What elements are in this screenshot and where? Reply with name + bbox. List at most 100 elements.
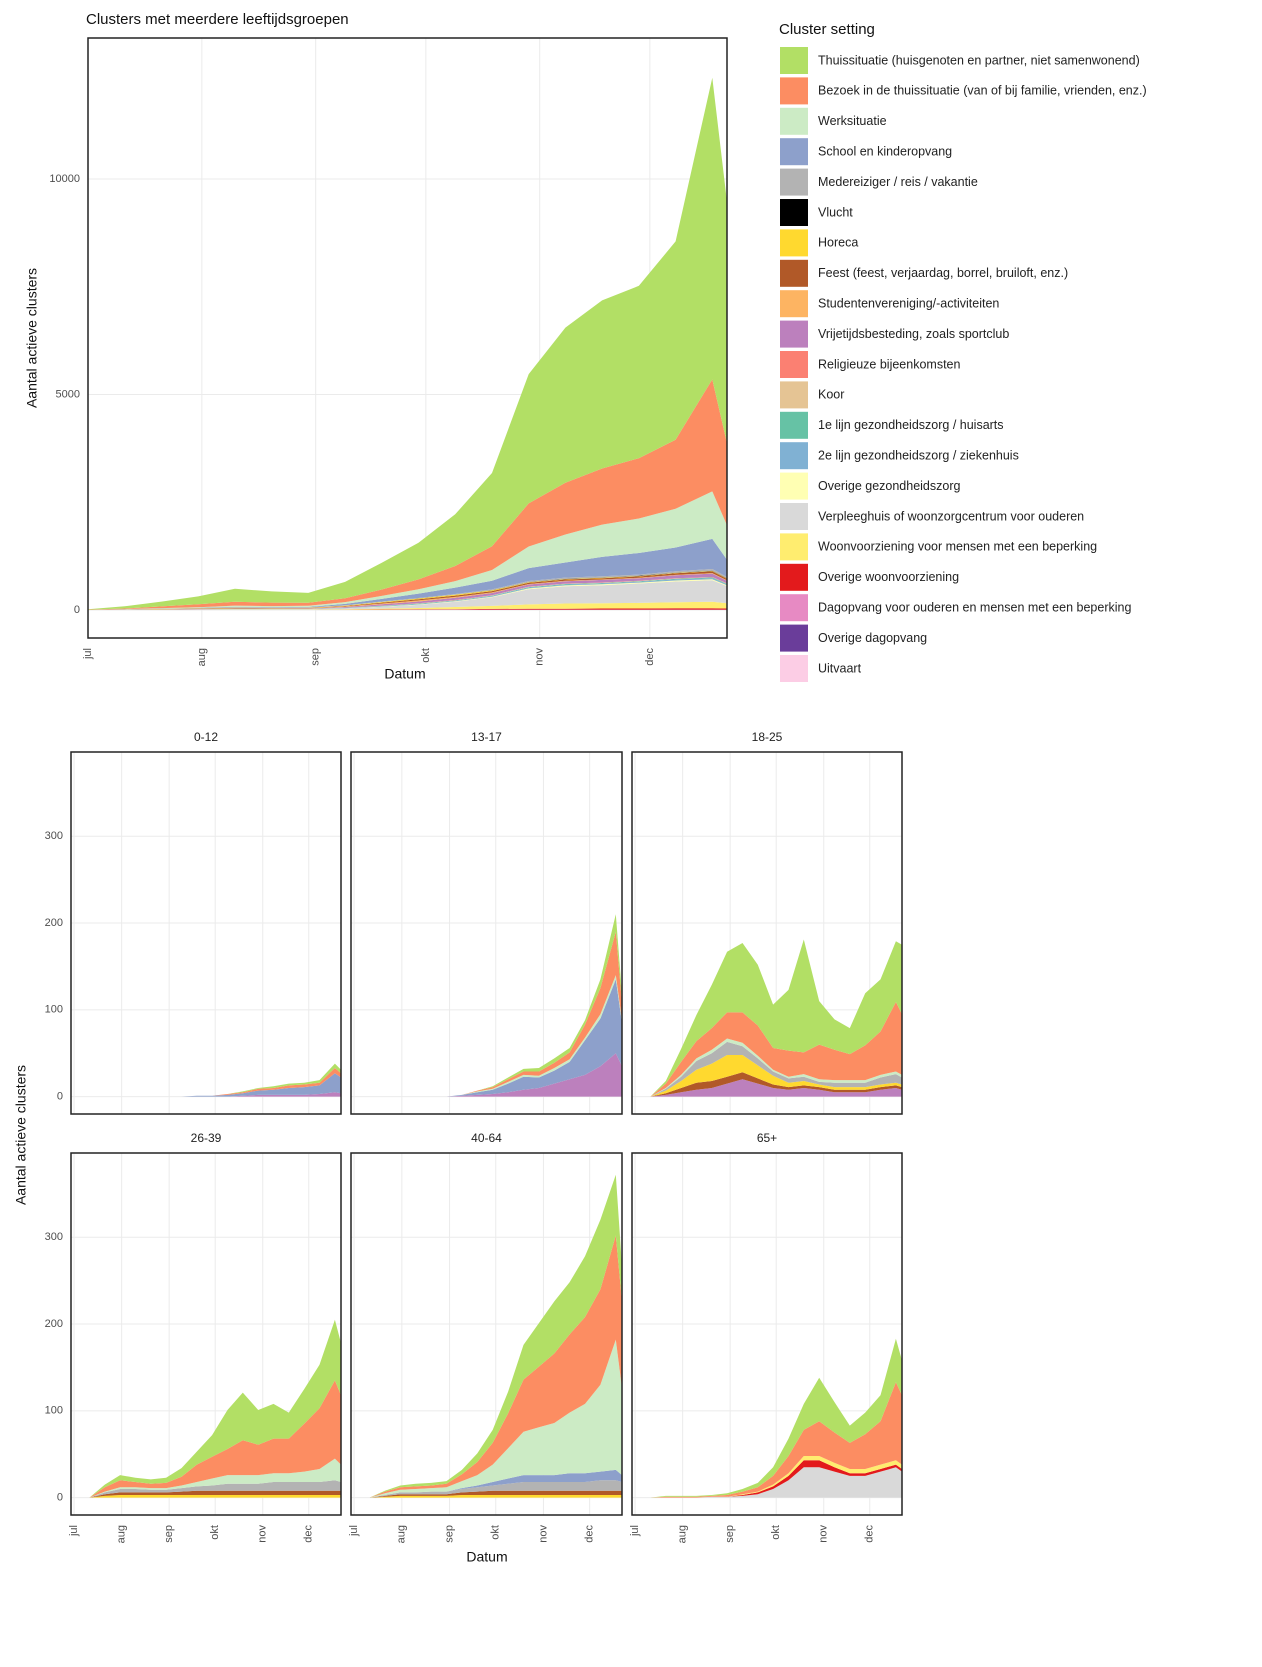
area-series (88, 601, 727, 610)
panel-title: 65+ (757, 1131, 777, 1145)
area-series (354, 1480, 622, 1498)
legend-swatch (780, 472, 808, 500)
legend-label: School en kinderopvang (818, 144, 952, 158)
legend-swatch (780, 229, 808, 257)
x-tick-label: sep (724, 1525, 736, 1543)
area-series (88, 573, 727, 610)
x-axis-label: Datum (466, 1549, 507, 1565)
panel-title: 26-39 (191, 1131, 222, 1145)
x-tick-label: jul (629, 1525, 641, 1537)
legend-swatch (780, 47, 808, 74)
panel-title: 0-12 (194, 730, 218, 744)
plot-frame (70, 1152, 342, 1516)
area-series (74, 1495, 341, 1498)
x-tick-label: dec (584, 1525, 596, 1543)
area-series (354, 1495, 622, 1498)
legend-label: Feest (feest, verjaardag, borrel, bruilo… (818, 266, 1068, 280)
area-series (354, 1235, 622, 1498)
plot-background (71, 752, 341, 1114)
y-tick-label: 300 (45, 830, 63, 842)
legend-title: Cluster setting (779, 21, 875, 38)
area-series (88, 580, 727, 610)
panel-title: 13-17 (471, 730, 502, 744)
legend-label: Thuissituatie (huisgenoten en partner, n… (818, 53, 1140, 67)
y-axis-label: Aantal actieve clusters (24, 268, 40, 408)
legend-swatch (780, 411, 808, 439)
legend-swatch (780, 138, 808, 166)
area-series (635, 1038, 902, 1097)
area-series (354, 1053, 622, 1097)
legend-swatch (780, 259, 808, 287)
x-tick-label: nov (818, 1525, 830, 1543)
legend-swatch (780, 563, 808, 591)
x-tick-label: jul (348, 1525, 360, 1537)
legend-label: 2e lijn gezondheidszorg / ziekenhuis (818, 448, 1019, 462)
x-tick-label: nov (537, 1525, 549, 1543)
x-tick-label: jul (68, 1525, 80, 1537)
y-tick-label: 200 (45, 917, 63, 929)
legend-swatch (780, 199, 808, 226)
legend-label: Uitvaart (818, 661, 862, 675)
legend-label: Dagopvang voor ouderen en mensen met een… (818, 600, 1131, 614)
plot-frame (350, 1152, 623, 1516)
x-tick-label: sep (310, 648, 322, 666)
legend-label: Verpleeghuis of woonzorgcentrum voor oud… (818, 509, 1084, 523)
x-tick-label: nov (534, 648, 546, 666)
panel-title: 40-64 (471, 1131, 502, 1145)
y-tick-label: 300 (45, 1231, 63, 1243)
area-series (635, 939, 902, 1097)
legend-label: Vlucht (818, 205, 853, 219)
x-tick-label: sep (163, 1525, 175, 1543)
plot-frame (631, 751, 903, 1115)
area-series (88, 77, 727, 610)
legend-label: Bezoek in de thuissituatie (van of bij f… (818, 84, 1147, 98)
x-tick-label: aug (677, 1525, 689, 1543)
area-series (74, 1380, 341, 1498)
area-series (88, 379, 727, 610)
legend-swatch (780, 351, 808, 378)
x-tick-label: nov (257, 1525, 269, 1543)
area-series (74, 1073, 341, 1097)
legend-swatch (780, 594, 808, 622)
legend-swatch (780, 290, 808, 318)
legend-label: Woonvoorziening voor mensen met een bepe… (818, 540, 1097, 554)
x-tick-label: okt (770, 1525, 782, 1540)
plot-frame (631, 1152, 903, 1516)
legend-label: Religieuze bijeenkomsten (818, 357, 960, 371)
x-tick-label: jul (82, 648, 94, 660)
legend-swatch (780, 168, 808, 196)
x-tick-label: aug (116, 1525, 128, 1543)
area-series (635, 1460, 902, 1498)
y-tick-label: 0 (57, 1492, 63, 1504)
area-series (635, 1041, 902, 1097)
legend-label: Overige dagopvang (818, 631, 927, 645)
legend-label: Vrijetijdsbesteding, zoals sportclub (818, 327, 1009, 341)
y-tick-label: 0 (74, 604, 80, 616)
x-tick-label: okt (209, 1525, 221, 1540)
x-axis-label: Datum (384, 666, 425, 682)
area-series (74, 1458, 341, 1498)
y-tick-label: 100 (45, 1004, 63, 1016)
legend-label: Koor (818, 388, 844, 402)
x-tick-label: dec (864, 1525, 876, 1543)
y-tick-label: 10000 (49, 173, 80, 185)
legend-swatch (780, 624, 808, 652)
area-series (635, 1072, 902, 1097)
y-axis-label: Aantal actieve clusters (13, 1065, 29, 1205)
legend-swatch (780, 503, 808, 530)
legend-swatch (780, 107, 808, 135)
y-tick-label: 5000 (56, 388, 80, 400)
area-series (635, 1456, 902, 1498)
legend-label: Werksituatie (818, 114, 887, 128)
area-series (635, 1079, 902, 1097)
plot-frame (70, 751, 342, 1115)
legend-swatch (780, 77, 808, 105)
legend-swatch (780, 655, 808, 682)
x-tick-label: dec (303, 1525, 315, 1543)
plot-frame (350, 751, 623, 1115)
area-series (74, 1480, 341, 1498)
legend-swatch (780, 381, 808, 409)
legend-swatch (780, 320, 808, 348)
legend-label: Horeca (818, 236, 858, 250)
plot-frame (87, 37, 728, 639)
